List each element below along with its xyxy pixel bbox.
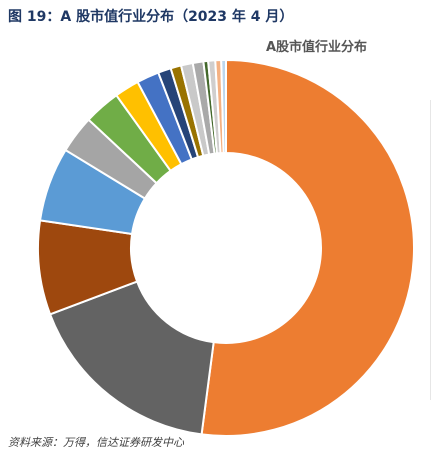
donut-slice-2 <box>48 280 215 436</box>
donut-slice-1 <box>200 58 415 437</box>
donut-slice-16 <box>220 58 227 155</box>
figure-caption: 图 19：A 股市值行业分布（2023 年 4 月） <box>8 9 294 25</box>
chart-border <box>430 100 431 400</box>
source-note: 资料来源：万得，信达证券研发中心 <box>8 436 184 449</box>
chart-title: A股市值行业分布 <box>266 40 368 55</box>
donut-chart <box>0 52 434 440</box>
donut-chart-svg <box>37 58 415 437</box>
